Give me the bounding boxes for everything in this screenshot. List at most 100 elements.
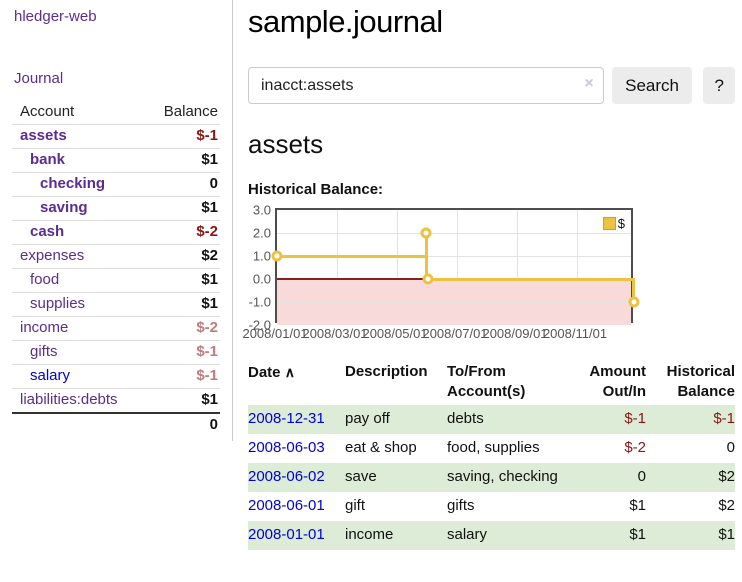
account-row-gifts: gifts $-1 <box>12 340 220 365</box>
legend-label: $ <box>617 216 625 231</box>
account-balance-bank: $1 <box>141 148 220 173</box>
chart-legend: $ <box>601 216 626 231</box>
account-link-income[interactable]: income <box>20 319 69 336</box>
account-balance-food: $1 <box>141 268 220 293</box>
register-header-description: Description <box>345 363 428 380</box>
transaction-amount: $-1 <box>624 410 646 427</box>
transaction-description: income <box>345 526 394 543</box>
account-link-cash[interactable]: cash <box>30 223 65 240</box>
register-row: 2008-01-01 income salary $1 $1 <box>248 521 735 550</box>
x-tick: 2008/09/01 <box>482 326 548 341</box>
account-row-supplies: supplies $1 <box>12 292 220 317</box>
y-tick: 1.0 <box>252 248 271 264</box>
register-header-date[interactable]: Date ∧ <box>248 364 295 381</box>
data-point-marker <box>271 250 283 262</box>
x-tick: 2008/11/01 <box>542 326 608 341</box>
account-row-bank: bank $1 <box>12 148 220 173</box>
register-header-amount: Amount Out/In <box>589 363 646 400</box>
transaction-description: gift <box>345 497 366 514</box>
register-row: 2008-06-02 save saving, checking 0 $2 <box>248 463 735 492</box>
register-row: 2008-06-03 eat & shop food, supplies $-2… <box>248 434 735 463</box>
transaction-date-link[interactable]: 2008-06-02 <box>248 468 325 485</box>
transaction-balance: $2 <box>718 497 735 514</box>
account-link-saving[interactable]: saving <box>40 199 88 216</box>
register-header-row: Date ∧ Description To/From Account(s) Am… <box>248 360 735 405</box>
transaction-balance: $1 <box>718 526 735 543</box>
register-row: 2008-12-31 pay off debts $-1 $-1 <box>248 405 735 434</box>
transaction-description: pay off <box>345 410 390 427</box>
transaction-accounts: food, supplies <box>447 439 540 456</box>
account-balance-expenses: $2 <box>141 244 220 269</box>
accounts-total-row: 0 <box>12 412 220 436</box>
account-link-salary[interactable]: salary <box>30 367 71 384</box>
account-row-checking: checking 0 <box>12 172 220 197</box>
app-brand-link[interactable]: hledger-web <box>14 8 97 25</box>
chart-plot-area[interactable]: $ <box>271 208 640 325</box>
account-row-assets: assets $-1 <box>12 124 220 149</box>
transaction-amount: 0 <box>637 468 646 485</box>
x-tick: 2008/03/01 <box>302 326 368 341</box>
transaction-balance: $2 <box>718 468 735 485</box>
transaction-description: save <box>345 468 377 485</box>
account-link-assets[interactable]: assets <box>20 127 67 144</box>
nav-journal-link[interactable]: Journal <box>14 70 64 87</box>
accounts-header-account: Account <box>20 103 75 120</box>
account-row-income: income $-2 <box>12 316 220 341</box>
main-content: sample.journal × Search ? assets Histori… <box>234 0 742 582</box>
account-balance-assets: $-1 <box>141 124 220 149</box>
accounts-table: Account Balance assets $-1 bank $1 check… <box>12 101 220 436</box>
search-bar: × Search ? <box>248 67 736 104</box>
page-title: sample.journal <box>248 4 443 39</box>
account-link-expenses[interactable]: expenses <box>20 247 85 264</box>
account-heading: assets <box>248 129 324 159</box>
accounts-header-balance: Balance <box>163 103 218 120</box>
account-row-liabilities-debts: liabilities:debts $1 <box>12 388 220 413</box>
series-line-segment <box>632 278 635 304</box>
y-tick: 3.0 <box>252 202 271 218</box>
x-tick: 2008/07/01 <box>422 326 488 341</box>
sort-ascending-icon: ∧ <box>284 364 295 380</box>
search-button[interactable]: Search <box>611 67 693 104</box>
account-link-food[interactable]: food <box>30 271 60 288</box>
transaction-accounts: gifts <box>447 497 475 514</box>
series-line-segment <box>277 255 428 258</box>
account-balance-cash: $-2 <box>141 220 220 245</box>
accounts-total-balance: 0 <box>141 412 220 436</box>
account-link-checking[interactable]: checking <box>40 175 106 192</box>
x-tick: 2008/05/01 <box>362 326 428 341</box>
y-tick: 2.0 <box>252 225 271 241</box>
transaction-amount: $-2 <box>624 439 646 456</box>
account-row-saving: saving $1 <box>12 196 220 221</box>
account-balance-supplies: $1 <box>141 292 220 317</box>
transaction-date-link[interactable]: 2008-06-03 <box>248 439 325 456</box>
transaction-date-link[interactable]: 2008-01-01 <box>248 526 325 543</box>
series-line-segment <box>425 278 635 281</box>
account-row-cash: cash $-2 <box>12 220 220 245</box>
transaction-amount: $1 <box>629 497 646 514</box>
transaction-balance: 0 <box>726 439 735 456</box>
account-link-supplies[interactable]: supplies <box>30 295 86 312</box>
historical-balance-chart: 3.0 2.0 1.0 0.0 -1.0 -2.0 <box>242 203 735 345</box>
account-row-expenses: expenses $2 <box>12 244 220 269</box>
transaction-accounts: saving, checking <box>447 468 558 485</box>
clear-icon[interactable]: × <box>584 75 594 92</box>
transaction-date-link[interactable]: 2008-06-01 <box>248 497 325 514</box>
transaction-description: eat & shop <box>345 439 417 456</box>
search-box: × <box>248 67 604 104</box>
x-tick: 2008/01/01 <box>242 326 308 341</box>
accounts-header-row: Account Balance <box>12 101 220 125</box>
transaction-accounts: debts <box>447 410 484 427</box>
register-header-balance: Historical Balance <box>666 363 735 400</box>
search-input[interactable] <box>248 67 604 104</box>
account-link-bank[interactable]: bank <box>30 151 66 168</box>
chart-title: Historical Balance: <box>248 181 384 198</box>
account-link-liabilities-debts[interactable]: liabilities:debts <box>20 391 118 408</box>
account-balance-salary: $-1 <box>141 364 220 389</box>
transaction-date-link[interactable]: 2008-12-31 <box>248 410 325 427</box>
account-balance-liabilities-debts: $1 <box>141 388 220 413</box>
register-table: Date ∧ Description To/From Account(s) Am… <box>248 360 735 550</box>
transaction-accounts: salary <box>447 526 488 543</box>
account-link-gifts[interactable]: gifts <box>30 343 58 360</box>
help-button[interactable]: ? <box>703 67 736 104</box>
